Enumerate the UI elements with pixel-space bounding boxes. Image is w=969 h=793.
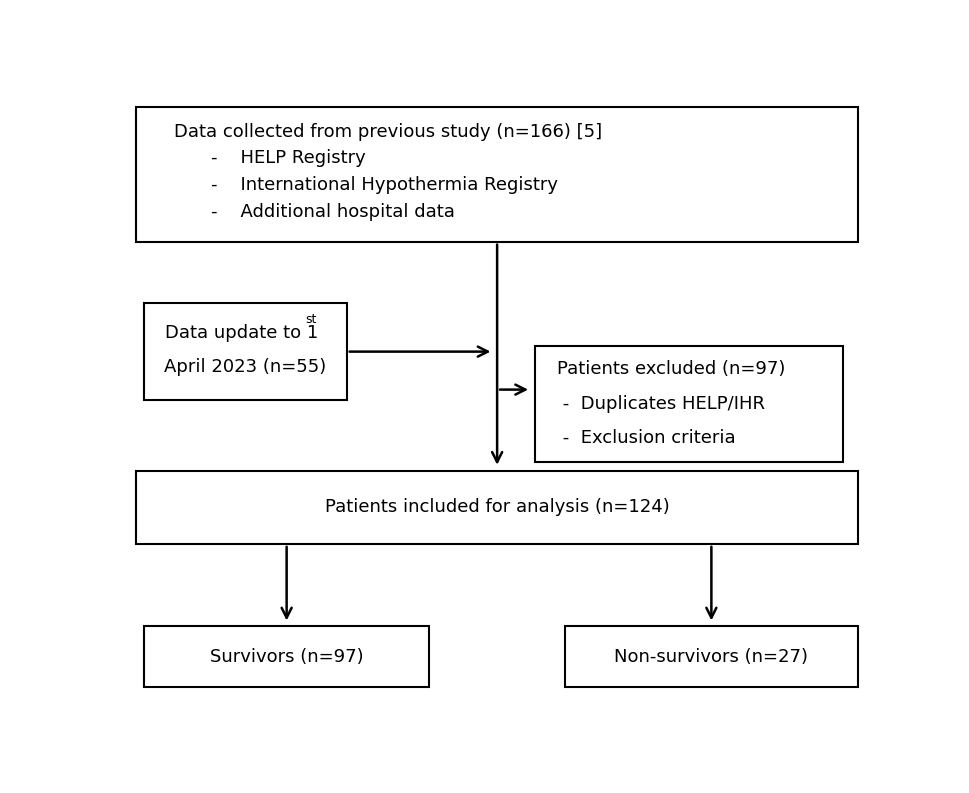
Text: April 2023 (n=55): April 2023 (n=55) (164, 358, 327, 376)
Text: -    HELP Registry: - HELP Registry (211, 149, 366, 167)
Text: Patients excluded (n=97): Patients excluded (n=97) (556, 360, 785, 377)
Bar (534, 346, 842, 462)
Text: Non-survivors (n=27): Non-survivors (n=27) (613, 648, 807, 666)
Text: -    International Hypothermia Registry: - International Hypothermia Registry (211, 176, 558, 194)
Text: st: st (305, 313, 317, 327)
Text: Patients included for analysis (n=124): Patients included for analysis (n=124) (325, 498, 669, 516)
Bar (136, 107, 857, 242)
Text: -  Duplicates HELP/IHR: - Duplicates HELP/IHR (556, 395, 765, 412)
Text: Survivors (n=97): Survivors (n=97) (209, 648, 363, 666)
Text: -    Additional hospital data: - Additional hospital data (211, 203, 454, 221)
Bar (143, 626, 429, 688)
Text: -  Exclusion criteria: - Exclusion criteria (556, 429, 735, 447)
Text: Data collected from previous study (n=166) [5]: Data collected from previous study (n=16… (173, 123, 602, 140)
Bar (564, 626, 857, 688)
Bar (136, 471, 857, 544)
Text: Data update to 1: Data update to 1 (165, 324, 318, 343)
Bar (143, 303, 347, 400)
